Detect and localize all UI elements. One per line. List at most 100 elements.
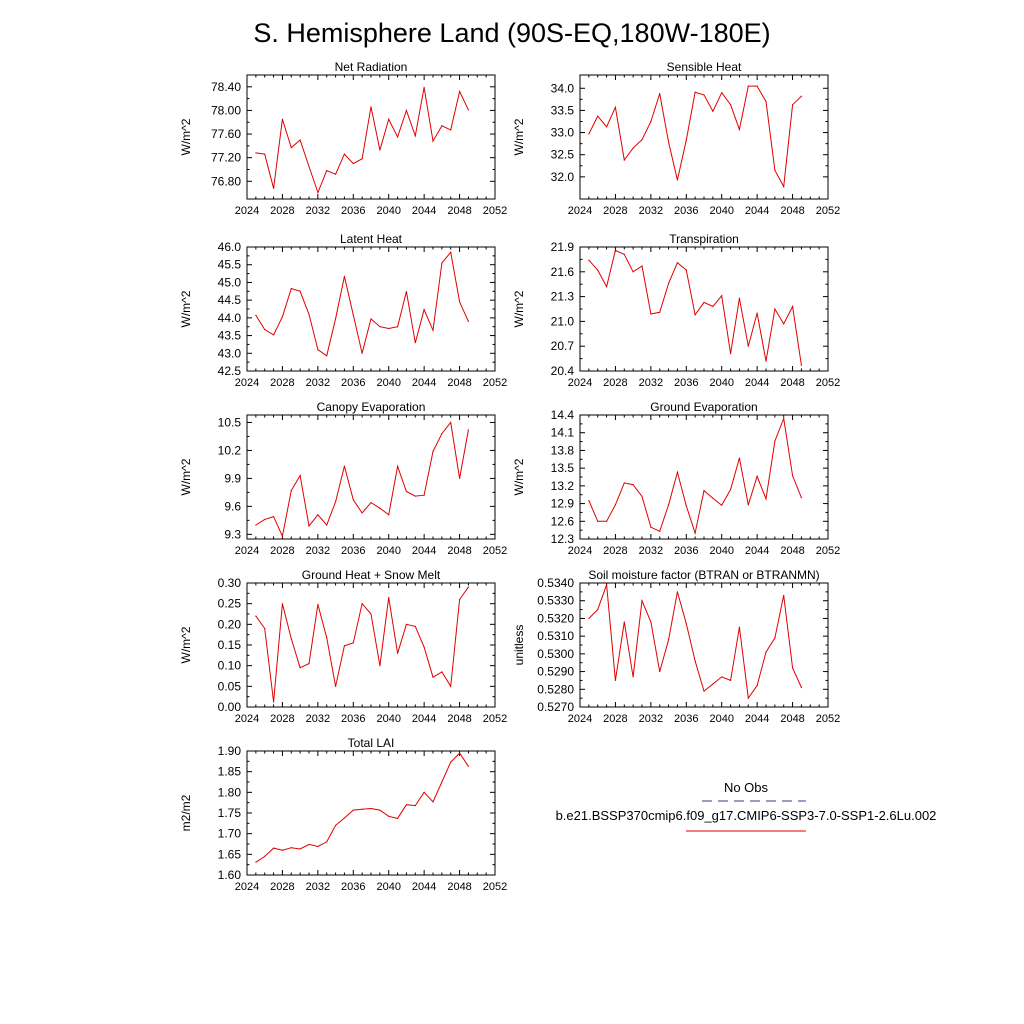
x-tick-label: 2028 xyxy=(270,881,294,893)
data-point xyxy=(588,500,590,502)
data-point xyxy=(423,86,425,88)
plot-frame xyxy=(246,750,496,876)
data-point xyxy=(334,317,337,320)
y-tick-label: 76.80 xyxy=(211,174,241,188)
data-point xyxy=(334,685,337,687)
data-point xyxy=(388,514,390,516)
data-point xyxy=(650,313,652,315)
data-point xyxy=(685,505,687,507)
data-point xyxy=(423,646,425,648)
data-point xyxy=(334,173,337,175)
legend-model-label: b.e21.BSSP370cmip6.f09_g17.CMIP6-SSP3-7.… xyxy=(556,808,937,823)
data-point xyxy=(747,697,749,699)
data-point xyxy=(414,342,416,344)
data-point xyxy=(432,140,434,142)
data-point xyxy=(703,690,705,692)
y-tick-label: 45.5 xyxy=(218,258,242,272)
x-tick-label: 2032 xyxy=(306,205,330,217)
data-point xyxy=(641,495,643,498)
data-point xyxy=(605,286,608,288)
data-point xyxy=(308,843,310,846)
x-tick-label: 2052 xyxy=(483,545,507,557)
data-point xyxy=(396,326,399,328)
data-point xyxy=(694,532,696,534)
y-axis-label: W/m^2 xyxy=(179,458,193,495)
data-point xyxy=(326,636,328,639)
y-tick-label: 78.00 xyxy=(211,103,241,117)
series-line xyxy=(255,586,469,703)
data-point xyxy=(738,626,741,628)
data-point xyxy=(290,287,292,290)
y-tick-label: 13.2 xyxy=(551,479,575,493)
data-point xyxy=(326,841,328,843)
data-point xyxy=(467,320,470,322)
y-axis-label: W/m^2 xyxy=(179,626,193,663)
panel-title: Ground Evaporation xyxy=(650,400,757,414)
panel-title: Sensible Heat xyxy=(667,60,742,74)
x-tick-label: 2048 xyxy=(447,713,471,725)
data-point xyxy=(685,269,687,271)
data-point xyxy=(272,187,275,189)
y-tick-label: 1.75 xyxy=(218,806,242,820)
data-point xyxy=(379,665,381,667)
y-tick-label: 78.40 xyxy=(211,80,241,94)
y-tick-label: 33.5 xyxy=(551,103,575,117)
x-tick-label: 2024 xyxy=(568,545,592,557)
x-tick-label: 2032 xyxy=(306,377,330,389)
data-point xyxy=(326,524,328,526)
data-point xyxy=(343,817,346,819)
data-point xyxy=(343,465,346,467)
x-tick-label: 2048 xyxy=(780,545,804,557)
data-point xyxy=(703,489,705,492)
data-point xyxy=(405,490,408,493)
data-point xyxy=(588,133,590,135)
y-tick-label: 10.2 xyxy=(218,443,242,457)
panel-title: Total LAI xyxy=(348,736,395,750)
data-point xyxy=(361,158,363,160)
y-tick-label: 1.80 xyxy=(218,785,242,799)
x-tick-label: 2048 xyxy=(780,205,804,217)
x-tick-label: 2052 xyxy=(483,377,507,389)
data-point xyxy=(774,169,776,171)
data-point xyxy=(597,520,599,522)
data-point xyxy=(783,417,785,420)
data-point xyxy=(290,147,292,149)
y-tick-label: 1.65 xyxy=(218,847,242,861)
data-point xyxy=(623,621,625,623)
x-tick-label: 2048 xyxy=(447,881,471,893)
x-tick-label: 2040 xyxy=(376,377,400,389)
x-tick-label: 2044 xyxy=(412,881,436,893)
data-point xyxy=(467,586,470,588)
data-point xyxy=(641,139,643,141)
data-point xyxy=(264,153,266,155)
x-tick-label: 2048 xyxy=(780,713,804,725)
data-point xyxy=(317,845,319,848)
y-tick-label: 9.3 xyxy=(224,527,241,541)
data-point xyxy=(800,497,803,499)
series-line xyxy=(588,249,802,366)
y-tick-label: 14.1 xyxy=(551,426,575,440)
data-point xyxy=(423,791,425,793)
data-point xyxy=(774,440,776,442)
data-point xyxy=(729,353,732,355)
data-point xyxy=(432,676,434,678)
data-point xyxy=(458,301,461,303)
data-point xyxy=(676,591,679,593)
y-tick-label: 20.7 xyxy=(551,339,575,353)
x-tick-label: 2044 xyxy=(745,713,769,725)
data-point xyxy=(352,314,354,316)
x-tick-label: 2052 xyxy=(483,205,507,217)
y-tick-label: 9.6 xyxy=(224,499,241,513)
x-tick-label: 2048 xyxy=(447,377,471,389)
data-point xyxy=(326,170,328,172)
data-point xyxy=(379,326,381,328)
y-tick-label: 0.25 xyxy=(218,597,242,611)
data-point xyxy=(423,494,425,496)
data-point xyxy=(352,162,354,165)
x-tick-label: 2032 xyxy=(306,713,330,725)
data-point xyxy=(783,186,785,188)
y-tick-label: 0.5310 xyxy=(537,629,574,643)
data-point xyxy=(765,498,767,500)
panel-grid: Net Radiation W/m^2 2024 2028 2032 2036 2040 20… xyxy=(179,60,840,893)
data-point xyxy=(756,312,758,314)
